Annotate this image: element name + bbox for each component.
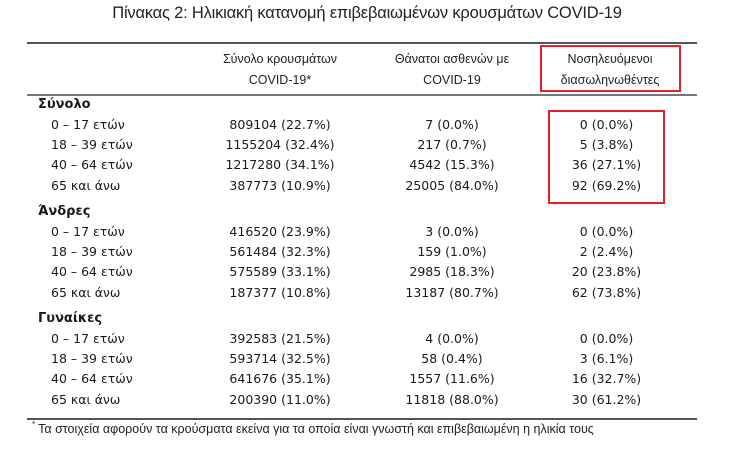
cell-cases: 809104 (22.7%) — [229, 117, 331, 132]
cell-intubated: 36 (27.1%) — [571, 157, 642, 172]
table-top-rule — [27, 42, 697, 44]
cell-intubated: 20 (23.8%) — [571, 264, 642, 279]
cell-deaths: 1557 (11.6%) — [409, 371, 495, 386]
table-row: 40 – 64 ετών 1217280 (34.1%) 4542 (15.3%… — [0, 155, 734, 175]
header-bottom-rule — [27, 94, 697, 96]
header-total-cases: Σύνολο κρουσμάτων COVID-19* — [195, 49, 365, 91]
row-label: 65 και άνω — [51, 285, 121, 300]
table-row: 65 και άνω 200390 (11.0%) 11818 (88.0%) … — [0, 390, 734, 410]
row-label: 0 – 17 ετών — [51, 117, 125, 132]
cell-deaths: 159 (1.0%) — [417, 244, 487, 259]
cell-deaths: 217 (0.7%) — [417, 137, 487, 152]
table-row: 18 – 39 ετών 1155204 (32.4%) 217 (0.7%) … — [0, 135, 734, 155]
cell-deaths: 2985 (18.3%) — [409, 264, 495, 279]
cell-intubated: 0 (0.0%) — [579, 224, 634, 239]
cell-cases: 387773 (10.9%) — [229, 178, 331, 193]
table-row: 0 – 17 ετών 809104 (22.7%) 7 (0.0%) 0 (0… — [0, 115, 734, 135]
footnote-text: Τα στοιχεία αφορούν τα κρούσματα εκείνα … — [38, 422, 594, 436]
cell-cases: 1217280 (34.1%) — [225, 157, 335, 172]
cell-cases: 575589 (33.1%) — [229, 264, 331, 279]
cell-deaths: 7 (0.0%) — [425, 117, 479, 132]
cell-deaths: 4542 (15.3%) — [409, 157, 495, 172]
cell-intubated: 16 (32.7%) — [571, 371, 642, 386]
cell-cases: 593714 (32.5%) — [229, 351, 331, 366]
data-highlight-box — [548, 110, 665, 204]
group-label-total: Σύνολο — [38, 97, 91, 112]
header-highlight-box — [540, 45, 681, 92]
cell-cases: 187377 (10.8%) — [229, 285, 331, 300]
cell-deaths: 58 (0.4%) — [421, 351, 483, 366]
cell-cases: 200390 (11.0%) — [229, 392, 331, 407]
cell-cases: 1155204 (32.4%) — [225, 137, 335, 152]
cell-deaths: 4 (0.0%) — [425, 331, 479, 346]
cell-intubated: 62 (73.8%) — [571, 285, 642, 300]
row-label: 18 – 39 ετών — [51, 137, 133, 152]
table-row: 18 – 39 ετών 593714 (32.5%) 58 (0.4%) 3 … — [0, 349, 734, 369]
header-intubated: Νοσηλευόμενοι διασωληνωθέντες — [540, 49, 680, 91]
header-line: Θάνατοι ασθενών με — [394, 52, 510, 66]
header-line: Σύνολο κρουσμάτων — [222, 52, 338, 66]
cell-deaths: 13187 (80.7%) — [405, 285, 499, 300]
cell-intubated: 30 (61.2%) — [571, 392, 642, 407]
cell-deaths: 11818 (88.0%) — [405, 392, 499, 407]
group-label-men: Άνδρες — [38, 204, 91, 219]
header-deaths: Θάνατοι ασθενών με COVID-19 — [372, 49, 532, 91]
cell-intubated: 5 (3.8%) — [579, 137, 634, 152]
cell-intubated: 0 (0.0%) — [579, 117, 634, 132]
cell-cases: 416520 (23.9%) — [229, 224, 331, 239]
cell-intubated: 2 (2.4%) — [579, 244, 634, 259]
row-label: 40 – 64 ετών — [51, 264, 133, 279]
footnote: * Τα στοιχεία αφορούν τα κρούσματα εκείνα… — [32, 420, 594, 436]
cell-deaths: 25005 (84.0%) — [405, 178, 499, 193]
table-row: 0 – 17 ετών 416520 (23.9%) 3 (0.0%) 0 (0… — [0, 222, 734, 242]
table-row: 40 – 64 ετών 641676 (35.1%) 1557 (11.6%)… — [0, 369, 734, 389]
cell-cases: 561484 (32.3%) — [229, 244, 331, 259]
row-label: 65 και άνω — [51, 392, 121, 407]
row-label: 18 – 39 ετών — [51, 244, 133, 259]
group-label-women: Γυναίκες — [38, 311, 103, 326]
table-row: 65 και άνω 187377 (10.8%) 13187 (80.7%) … — [0, 283, 734, 303]
table-row: 40 – 64 ετών 575589 (33.1%) 2985 (18.3%)… — [0, 262, 734, 282]
header-line: COVID-19 — [423, 73, 481, 87]
header-line: COVID-19* — [248, 73, 312, 87]
cell-deaths: 3 (0.0%) — [425, 224, 479, 239]
header-line: διασωληνωθέντες — [560, 73, 660, 87]
row-label: 65 και άνω — [51, 178, 121, 193]
cell-intubated: 0 (0.0%) — [579, 331, 634, 346]
cell-cases: 392583 (21.5%) — [229, 331, 331, 346]
row-label: 40 – 64 ετών — [51, 157, 133, 172]
row-label: 18 – 39 ετών — [51, 351, 133, 366]
row-label: 0 – 17 ετών — [51, 224, 125, 239]
row-label: 40 – 64 ετών — [51, 371, 133, 386]
row-label: 0 – 17 ετών — [51, 331, 125, 346]
footnote-marker: * — [32, 420, 36, 429]
cell-cases: 641676 (35.1%) — [229, 371, 331, 386]
table-row: 18 – 39 ετών 561484 (32.3%) 159 (1.0%) 2… — [0, 242, 734, 262]
table-title: Πίνακας 2: Ηλικιακή κατανομή επιβεβαιωμέ… — [112, 4, 622, 22]
table-row: 65 και άνω 387773 (10.9%) 25005 (84.0%) … — [0, 176, 734, 196]
header-line: Νοσηλευόμενοι — [567, 52, 653, 66]
cell-intubated: 92 (69.2%) — [571, 178, 642, 193]
table-row: 0 – 17 ετών 392583 (21.5%) 4 (0.0%) 0 (0… — [0, 329, 734, 349]
table-bottom-rule — [27, 418, 697, 420]
cell-intubated: 3 (6.1%) — [579, 351, 634, 366]
